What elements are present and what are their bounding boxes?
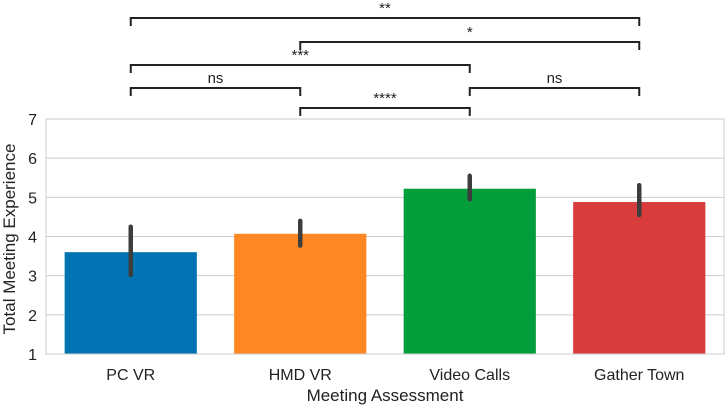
- y-tick-label: 2: [28, 308, 37, 325]
- significance-bracket: [299, 41, 641, 50]
- significance-label: *: [467, 24, 473, 41]
- x-tick-label: Video Calls: [429, 367, 510, 384]
- x-tick-labels: PC VR HMD VR Video Calls Gather Town: [106, 367, 684, 384]
- significance-label: ****: [373, 90, 397, 107]
- bars: [64, 188, 706, 354]
- y-tick-label: 3: [28, 269, 37, 286]
- y-tick-label: 6: [28, 151, 37, 168]
- y-tick-label: 1: [28, 347, 37, 364]
- significance-brackets: ******ns ns****: [129, 0, 641, 116]
- y-tick-label: 5: [28, 190, 37, 207]
- x-tick-label: Gather Town: [594, 367, 684, 384]
- bar: [403, 188, 536, 354]
- significance-bracket: [129, 64, 471, 73]
- bar: [573, 202, 706, 354]
- significance-bracket: [468, 87, 641, 96]
- x-tick-label: PC VR: [106, 367, 155, 384]
- y-tick-label: 4: [28, 230, 37, 247]
- significance-label: ns: [547, 70, 563, 87]
- significance-label: ***: [291, 47, 309, 64]
- bar: [234, 233, 367, 354]
- error-bars: [128, 173, 642, 278]
- y-tick-label: 7: [28, 112, 37, 129]
- plot-frame: [45, 118, 725, 355]
- significance-label: **: [379, 0, 391, 17]
- y-tick-labels: 1 2 3 4 5 6 7: [28, 112, 37, 364]
- x-axis-label: Meeting Assessment: [307, 386, 464, 405]
- significance-bracket: [129, 17, 641, 26]
- significance-label: ns: [208, 70, 224, 87]
- x-tick-label: HMD VR: [269, 367, 332, 384]
- significance-bracket: [129, 87, 302, 96]
- y-axis-label: Total Meeting Experience: [0, 144, 19, 335]
- significance-bracket: [299, 107, 471, 116]
